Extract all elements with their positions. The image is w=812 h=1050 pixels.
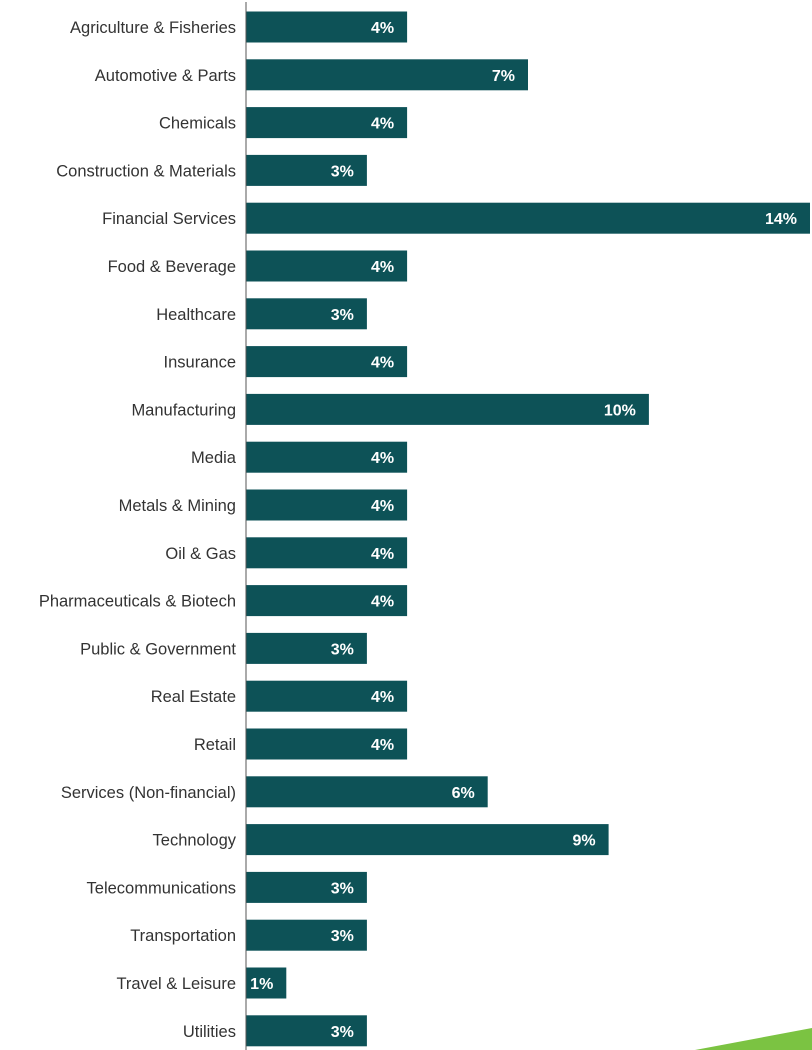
bar xyxy=(246,728,408,760)
category-label: Food & Beverage xyxy=(108,258,236,276)
bar xyxy=(246,59,528,91)
value-label: 3% xyxy=(331,880,354,897)
value-label: 4% xyxy=(371,546,394,563)
value-label: 3% xyxy=(331,163,354,180)
category-label: Public & Government xyxy=(80,640,236,658)
category-label: Services (Non-financial) xyxy=(61,784,236,802)
bar xyxy=(246,154,367,186)
bars-group xyxy=(246,11,810,1047)
value-label: 4% xyxy=(371,259,394,276)
category-label: Healthcare xyxy=(156,306,236,324)
bar xyxy=(246,202,810,234)
category-label: Pharmaceuticals & Biotech xyxy=(39,593,236,611)
bar xyxy=(246,585,408,617)
bar xyxy=(246,871,367,903)
bar xyxy=(246,489,408,521)
value-label: 10% xyxy=(604,402,636,419)
bar xyxy=(246,441,408,473)
category-label: Construction & Materials xyxy=(56,162,236,180)
value-label: 4% xyxy=(371,594,394,611)
value-label: 3% xyxy=(331,1024,354,1041)
category-label: Manufacturing xyxy=(131,401,236,419)
category-label: Financial Services xyxy=(102,210,236,228)
decorative-green-swoosh xyxy=(695,1028,812,1050)
bar xyxy=(246,776,488,808)
bar xyxy=(246,537,408,569)
category-label: Transportation xyxy=(130,927,236,945)
value-label: 4% xyxy=(371,689,394,706)
bar xyxy=(246,346,408,378)
value-label: 3% xyxy=(331,928,354,945)
bar xyxy=(246,298,367,330)
bar xyxy=(246,107,408,139)
value-label: 4% xyxy=(371,450,394,467)
category-label: Insurance xyxy=(164,354,236,372)
category-label: Telecommunications xyxy=(87,879,236,897)
category-labels-group: Agriculture & Fisheries Automotive & Part… xyxy=(39,19,237,1041)
category-label: Utilities xyxy=(183,1023,236,1041)
category-label: Real Estate xyxy=(151,688,236,706)
bar xyxy=(246,824,609,856)
category-label: Agriculture & Fisheries xyxy=(70,19,236,37)
bar xyxy=(246,393,649,425)
value-label: 6% xyxy=(452,785,475,802)
bar xyxy=(246,632,367,664)
value-label: 4% xyxy=(371,498,394,515)
category-label: Metals & Mining xyxy=(119,497,236,515)
category-label: Travel & Leisure xyxy=(116,975,236,993)
bar xyxy=(246,11,408,43)
value-labels-group: 4% 7% 4% 3% 14% 4% 3% 4% 10% 4% 4% 4% 4% 3% 4% 4% 6% 9% 3%… xyxy=(250,20,797,1041)
category-label: Oil & Gas xyxy=(165,545,236,563)
bar xyxy=(246,919,367,951)
bar xyxy=(246,967,287,999)
bar xyxy=(246,1015,367,1047)
category-label: Technology xyxy=(153,832,237,850)
category-label: Retail xyxy=(194,736,236,754)
value-label: 9% xyxy=(572,833,595,850)
value-label: 4% xyxy=(371,737,394,754)
value-label: 4% xyxy=(371,355,394,372)
category-label: Media xyxy=(191,449,237,467)
value-label: 3% xyxy=(331,641,354,658)
value-label: 4% xyxy=(371,20,394,37)
bar xyxy=(246,250,408,282)
bar xyxy=(246,680,408,712)
value-label: 3% xyxy=(331,307,354,324)
value-label: 1% xyxy=(250,976,273,993)
value-label: 7% xyxy=(492,68,515,85)
value-label: 4% xyxy=(371,116,394,133)
value-label: 14% xyxy=(765,211,797,228)
category-label: Automotive & Parts xyxy=(95,67,236,85)
category-label: Chemicals xyxy=(159,115,236,133)
